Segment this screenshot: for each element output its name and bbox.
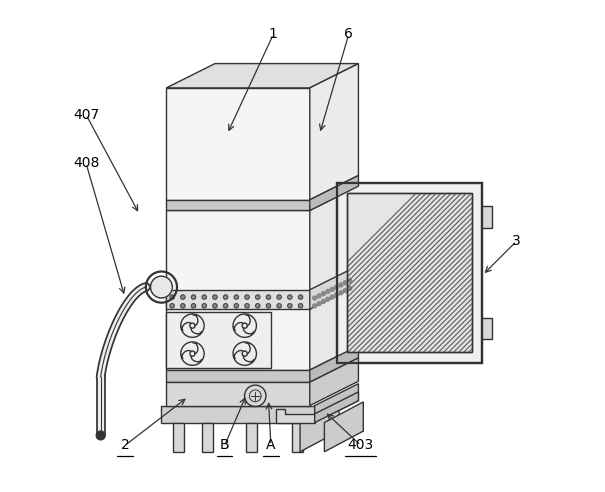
Text: 403: 403 (348, 438, 374, 453)
Circle shape (245, 295, 249, 299)
Polygon shape (276, 409, 315, 423)
Circle shape (96, 431, 105, 440)
Polygon shape (166, 200, 310, 211)
Polygon shape (166, 211, 310, 370)
Polygon shape (162, 405, 315, 423)
Circle shape (339, 291, 343, 295)
Circle shape (151, 276, 172, 298)
Text: B: B (220, 438, 229, 453)
Circle shape (287, 295, 292, 299)
Circle shape (223, 304, 228, 308)
Circle shape (181, 295, 185, 299)
Circle shape (348, 286, 352, 290)
Circle shape (298, 304, 302, 308)
Polygon shape (310, 358, 358, 405)
Circle shape (245, 304, 249, 308)
Text: 1: 1 (269, 28, 278, 41)
Circle shape (321, 300, 325, 304)
Circle shape (266, 295, 270, 299)
Circle shape (170, 295, 174, 299)
Polygon shape (172, 423, 185, 452)
Polygon shape (310, 266, 358, 309)
Circle shape (321, 292, 325, 296)
Circle shape (335, 293, 338, 297)
Polygon shape (166, 290, 310, 309)
Circle shape (335, 285, 338, 289)
Circle shape (317, 294, 321, 298)
Circle shape (277, 304, 281, 308)
Circle shape (213, 304, 217, 308)
Circle shape (313, 296, 316, 300)
Circle shape (191, 304, 196, 308)
Circle shape (330, 287, 334, 291)
Circle shape (234, 295, 238, 299)
Circle shape (287, 304, 292, 308)
Circle shape (348, 278, 352, 282)
Polygon shape (292, 423, 304, 452)
Polygon shape (246, 423, 257, 452)
Circle shape (298, 295, 302, 299)
Circle shape (181, 304, 185, 308)
Polygon shape (310, 176, 358, 211)
Polygon shape (336, 183, 482, 363)
Polygon shape (315, 392, 358, 423)
Polygon shape (310, 63, 358, 200)
Polygon shape (347, 193, 472, 352)
Circle shape (191, 295, 196, 299)
Polygon shape (166, 382, 310, 405)
Circle shape (313, 304, 316, 308)
Polygon shape (324, 402, 364, 452)
Polygon shape (166, 370, 310, 382)
Circle shape (213, 295, 217, 299)
Circle shape (266, 304, 270, 308)
Circle shape (277, 295, 281, 299)
Circle shape (202, 304, 206, 308)
Text: 2: 2 (120, 438, 129, 453)
Text: 6: 6 (344, 28, 353, 41)
Circle shape (234, 304, 238, 308)
Polygon shape (310, 186, 358, 370)
Text: 408: 408 (73, 156, 99, 170)
Circle shape (223, 295, 228, 299)
Circle shape (344, 281, 347, 285)
Circle shape (326, 289, 330, 293)
Circle shape (330, 295, 334, 299)
Text: A: A (266, 438, 276, 453)
Circle shape (339, 283, 343, 287)
Polygon shape (310, 346, 358, 382)
Circle shape (170, 304, 174, 308)
Polygon shape (166, 63, 358, 88)
Circle shape (344, 289, 347, 292)
Polygon shape (315, 384, 358, 423)
Text: 407: 407 (73, 108, 99, 122)
Circle shape (255, 295, 260, 299)
Polygon shape (166, 88, 310, 200)
Circle shape (202, 295, 206, 299)
Circle shape (255, 304, 260, 308)
Bar (482, 206, 492, 227)
Polygon shape (202, 423, 214, 452)
Polygon shape (166, 311, 271, 368)
Circle shape (317, 302, 321, 306)
Polygon shape (300, 402, 339, 452)
Text: 3: 3 (512, 234, 521, 248)
Bar (482, 318, 492, 339)
Circle shape (326, 297, 330, 301)
